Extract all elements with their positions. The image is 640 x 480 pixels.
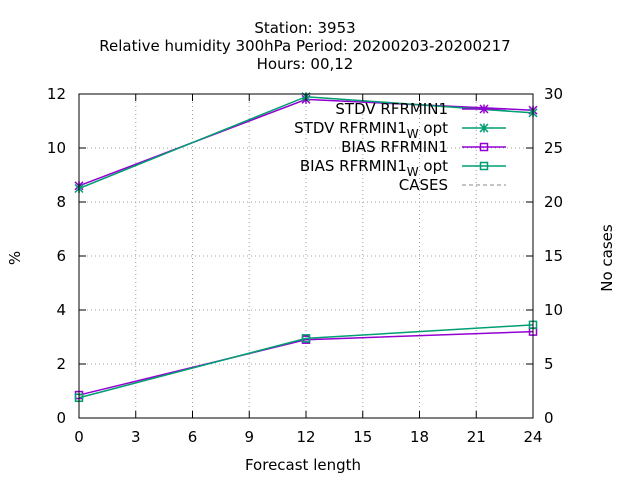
legend-label: CASES	[399, 176, 448, 194]
y-tick-label: 10	[47, 139, 66, 157]
series-line	[78, 330, 534, 396]
y-tick-label: 8	[56, 193, 66, 211]
y-tick-label: 4	[56, 301, 66, 319]
y2-tick-label: 15	[544, 247, 563, 265]
y2-tick-label: 10	[544, 301, 563, 319]
x-tick-label: 18	[410, 428, 429, 446]
legend-marker	[479, 161, 489, 171]
x-tick-label: 12	[296, 428, 315, 446]
series-line	[78, 324, 534, 399]
x-axis-label: Forecast length	[245, 456, 361, 474]
legend-label: BIAS RFRMIN1W opt	[300, 157, 448, 179]
y-tick-label: 12	[47, 85, 66, 103]
x-tick-label: 0	[74, 428, 84, 446]
y2-axis-label: No cases	[598, 224, 616, 292]
y-axis-label: %	[6, 251, 24, 265]
legend-marker	[479, 104, 489, 114]
legend-label: STDV RFRMIN1	[335, 100, 448, 118]
x-tick-label: 3	[131, 428, 141, 446]
legend-label: BIAS RFRMIN1	[341, 138, 448, 156]
y-tick-label: 2	[56, 355, 66, 373]
y2-tick-label: 20	[544, 193, 563, 211]
y2-tick-label: 0	[544, 409, 554, 427]
y-tick-label: 6	[56, 247, 66, 265]
grid	[79, 94, 533, 418]
y2-tick-label: 5	[544, 355, 554, 373]
x-tick-label: 15	[353, 428, 372, 446]
title-line: Station: 3953	[254, 19, 355, 37]
data-point	[301, 334, 311, 343]
x-tick-label: 9	[244, 428, 254, 446]
x-tick-label: 6	[188, 428, 198, 446]
y2-tick-label: 30	[544, 85, 563, 103]
legend-label: STDV RFRMIN1W opt	[294, 119, 448, 141]
title-line: Hours: 00,12	[257, 55, 354, 73]
y-tick-label: 0	[56, 409, 66, 427]
legend-marker	[479, 123, 489, 133]
x-tick-label: 24	[523, 428, 542, 446]
legend-marker	[479, 142, 489, 152]
y2-tick-label: 25	[544, 139, 563, 157]
x-tick-label: 21	[467, 428, 486, 446]
title-line: Relative humidity 300hPa Period: 2020020…	[99, 37, 510, 55]
